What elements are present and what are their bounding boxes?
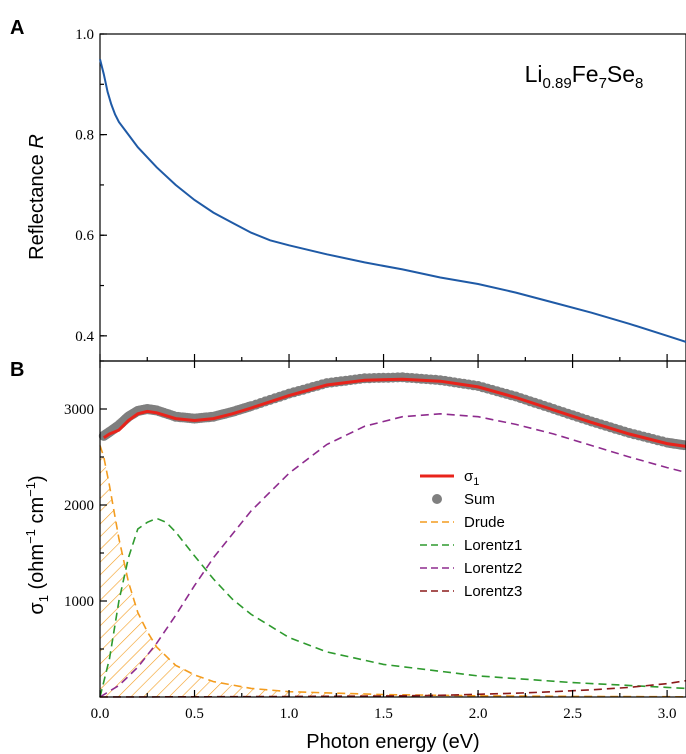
formula-sub-fe: 7 (599, 75, 607, 92)
legend-sigma1-label: σ1 (464, 468, 479, 488)
b-y-tick-label: 3000 (64, 402, 94, 418)
reflectance-line (99, 58, 686, 343)
panel-b-label: B (10, 359, 24, 381)
panel-b-y-axis-title: σ1 (ohm−1 cm−1) (23, 475, 51, 614)
ylabel-units-mid: cm (26, 497, 48, 529)
legend-lorentz2-label: Lorentz2 (464, 560, 522, 577)
legend-lorentz3-label: Lorentz3 (464, 583, 522, 600)
legend-sum-marker (432, 494, 442, 504)
ylabel-sigma-sub: 1 (36, 595, 51, 602)
formula-sub-se: 8 (635, 75, 643, 92)
b-x-tick-label: 1.5 (374, 706, 393, 722)
panel-b-x-ticks: 0.0 0.5 1.0 1.5 2.0 2.5 3.0 (91, 361, 677, 722)
sigma1-line (102, 377, 686, 448)
a-y-tick-label: 0.4 (75, 329, 94, 345)
panel-b-y-ticks: 3000 2000 1000 (64, 360, 107, 650)
b-x-tick-label: 0.5 (185, 706, 204, 722)
legend-drude-label: Drude (464, 514, 505, 531)
formula-se: Se (607, 61, 635, 87)
panel-a-y-axis-title: Reflectance R (26, 134, 48, 260)
formula-sub-li: 0.89 (543, 75, 572, 92)
b-x-tick-label: 0.0 (91, 706, 110, 722)
a-y-tick-label: 1.0 (75, 27, 94, 43)
panel-a-y-ticks: 1.0 0.8 0.6 0.4 (75, 27, 107, 345)
panel-a-ylabel-prefix: Reflectance (26, 149, 48, 260)
b-x-tick-label: 3.0 (658, 706, 677, 722)
ylabel-units-close: ) (26, 475, 48, 482)
b-x-tick-label: 2.5 (563, 706, 582, 722)
b-y-tick-label: 1000 (64, 594, 94, 610)
panel-a-label: A (10, 17, 24, 39)
compound-formula: Li0.89Fe7Se8 (525, 61, 644, 92)
legend-lorentz1-label: Lorentz1 (464, 537, 522, 554)
panel-a: A 1.0 0.8 0.6 0.4 Reflectance R Li0.89Fe7Se… (10, 17, 686, 362)
panel-b-series (98, 372, 686, 698)
panel-a-ylabel-symbol: R (26, 134, 48, 148)
panel-a-series (99, 58, 686, 343)
a-y-tick-label: 0.6 (75, 228, 94, 244)
drude-line (99, 445, 686, 698)
ylabel-exp1: −1 (23, 529, 38, 544)
lorentz1-line (99, 517, 686, 698)
legend: σ1 Sum Drude Lorentz1 Lorentz2 Lorentz3 (420, 468, 522, 600)
ylabel-units-open: (ohm (26, 544, 48, 595)
formula-li: Li (525, 61, 543, 87)
ylabel-sigma: σ (26, 602, 48, 615)
drude-hatched-area (100, 445, 686, 697)
ylabel-exp2: −1 (23, 482, 38, 497)
lorentz2-line (99, 412, 686, 698)
panel-a-x-ticks (99, 354, 668, 361)
panel-b-frame (99, 360, 686, 698)
b-x-tick-label: 2.0 (469, 706, 488, 722)
b-y-tick-label: 2000 (64, 498, 94, 514)
x-axis-title: Photon energy (eV) (306, 731, 479, 753)
drude-fill (100, 445, 686, 697)
panel-b: B 3000 2000 1000 0.0 0.5 1.0 1.5 2.0 2.5 3.0 σ1 … (10, 359, 686, 753)
a-y-tick-label: 0.8 (75, 128, 94, 144)
b-x-tick-label: 1.0 (280, 706, 299, 722)
formula-fe: Fe (572, 61, 599, 87)
legend-sum-label: Sum (464, 491, 495, 508)
